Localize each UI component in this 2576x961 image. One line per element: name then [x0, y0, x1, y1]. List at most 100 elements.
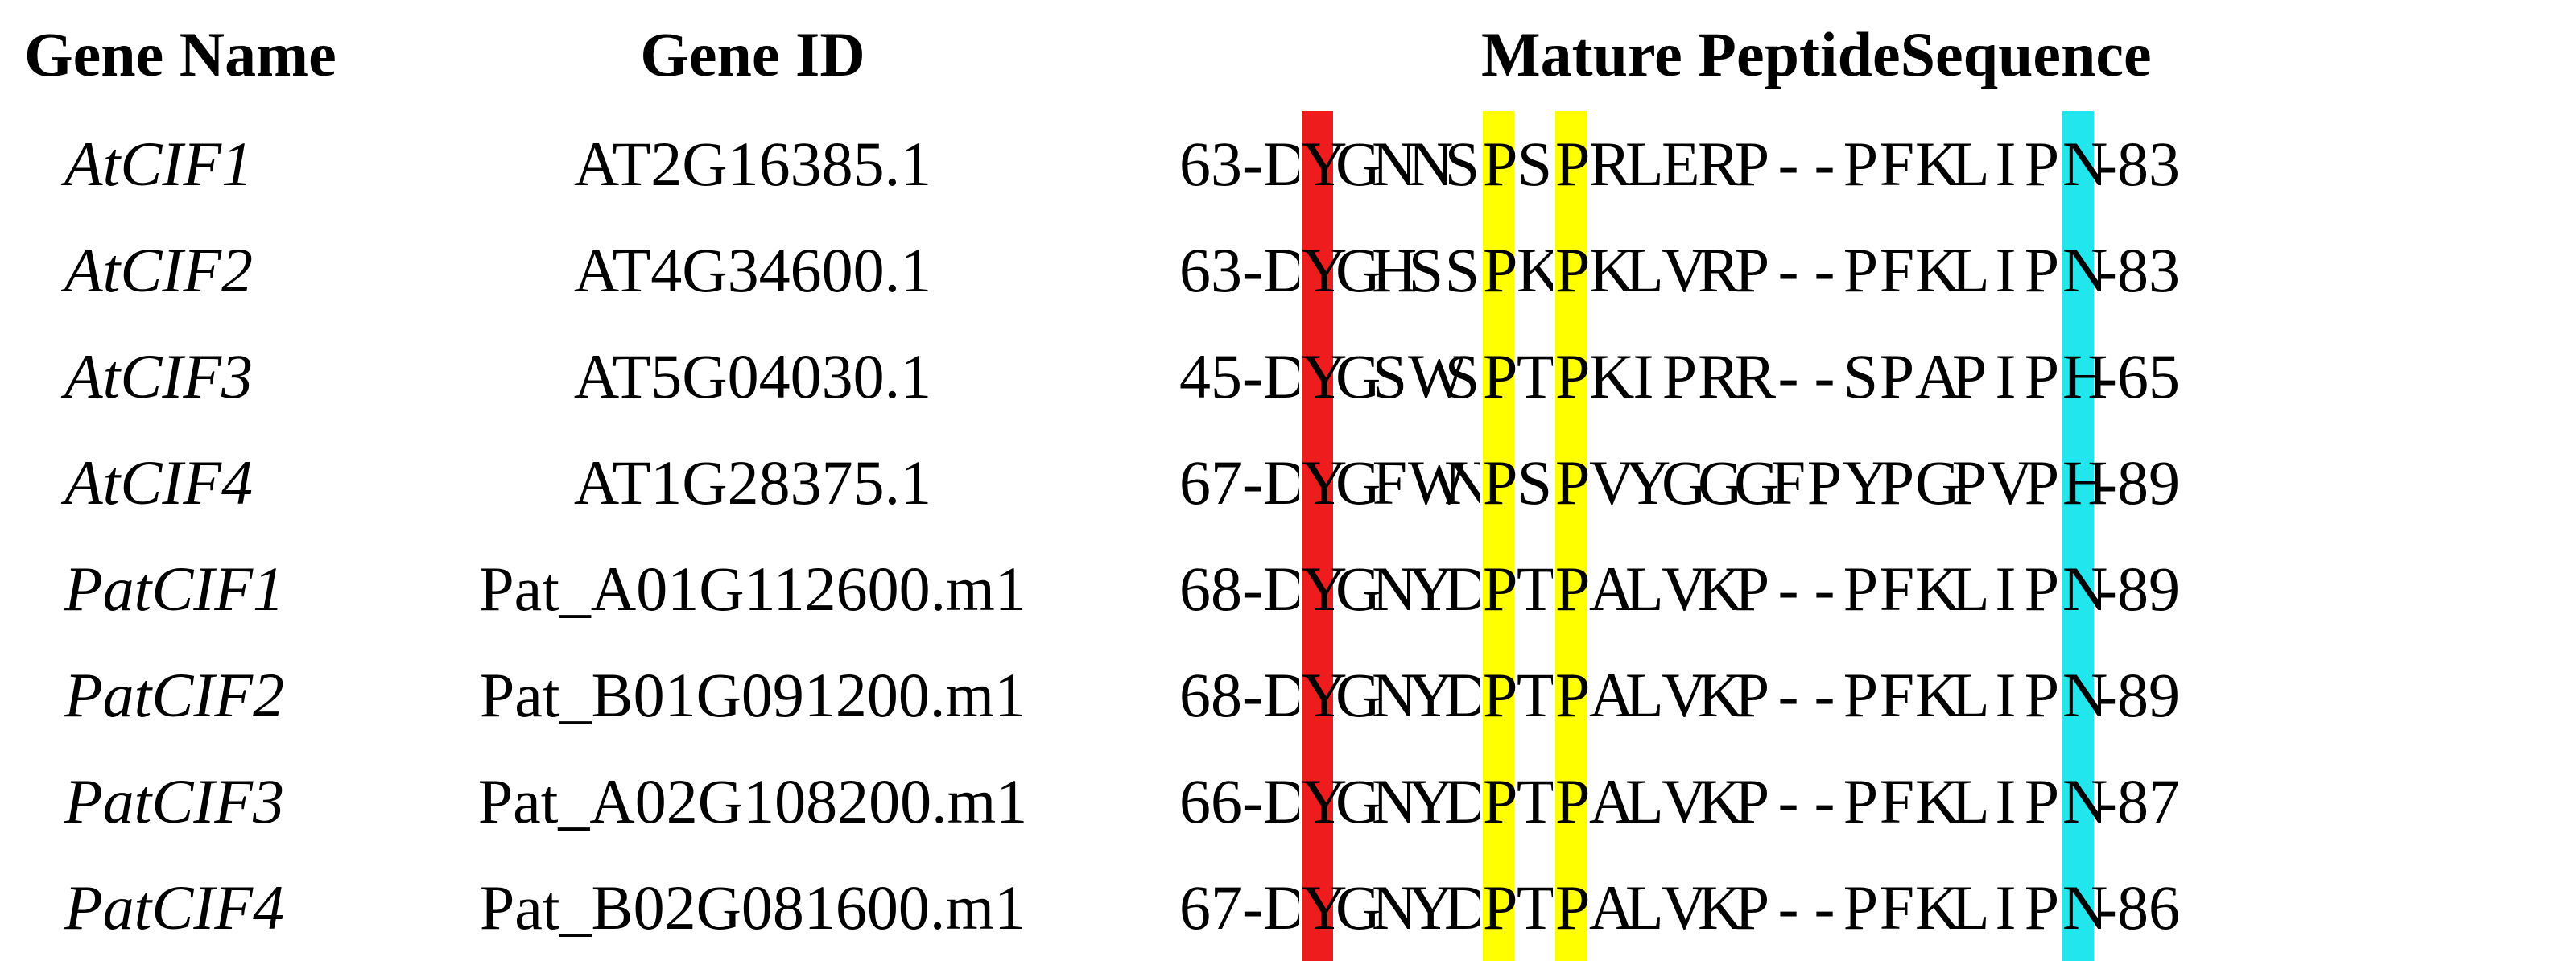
highlighted-residue-y: Y [1298, 749, 1347, 855]
residue: S [1444, 341, 1480, 411]
residue: N [1443, 448, 1490, 518]
residue: W [1407, 448, 1468, 518]
alignment-row: AtCIF2 AT4G34600.1 63- D Y G H S S P K P K L V R P - - P F K L… [0, 217, 2576, 324]
residue: T [1516, 660, 1555, 730]
gene-name: PatCIF2 [64, 660, 284, 730]
residue: P [1662, 341, 1698, 411]
residue: P [1843, 766, 1879, 836]
residue: P [2024, 341, 2060, 411]
residue: P [1843, 554, 1879, 624]
residue: - [1814, 235, 1835, 305]
residue: R [1588, 129, 1632, 199]
highlighted-residue-p: P [1552, 749, 1590, 855]
residue: S [1372, 341, 1408, 411]
residue: K [1914, 766, 1961, 836]
highlighted-residue-y: Y [1298, 855, 1347, 961]
gene-name: PatCIF1 [64, 554, 284, 624]
residue: L [1624, 660, 1664, 730]
residue: - [1777, 341, 1799, 411]
start-position: 68- [1179, 660, 1263, 730]
residue: I [1995, 766, 2017, 836]
highlighted-residue-p: P [1552, 430, 1590, 536]
residue: N [1407, 129, 1454, 199]
residue: - [1814, 766, 1835, 836]
residue: I [1995, 129, 2017, 199]
residue: L [1624, 766, 1664, 836]
residue: V [1661, 235, 1707, 305]
residue: - [1814, 872, 1835, 942]
gene-id: Pat_A02G108200.m1 [477, 766, 1028, 836]
residue: S [1408, 235, 1444, 305]
residue: K [1914, 235, 1961, 305]
residue: G [1335, 235, 1381, 305]
residue: I [1995, 235, 2017, 305]
highlighted-residue-p: P [1480, 642, 1517, 749]
highlighted-residue-p: P [1552, 536, 1590, 642]
residue: G [1733, 448, 1780, 518]
highlighted-residue-p: P [1552, 217, 1590, 324]
residue: T [1516, 766, 1555, 836]
residue: D [1443, 660, 1490, 730]
residue: D [1262, 660, 1309, 730]
residue: N [1371, 766, 1418, 836]
residue: P [1806, 448, 1843, 518]
residue: N [1371, 660, 1418, 730]
residue: P [2024, 129, 2060, 199]
residue: - [1777, 660, 1799, 730]
residue: - [1814, 660, 1835, 730]
residue: T [1516, 872, 1555, 942]
residue: L [1951, 766, 1990, 836]
gene-id: AT5G04030.1 [573, 341, 932, 411]
residue: N [1371, 129, 1418, 199]
residue: P [2024, 448, 2060, 518]
highlighted-residue-p: P [1480, 536, 1517, 642]
residue: P [1734, 554, 1770, 624]
residue: - [1777, 129, 1799, 199]
residue: L [1624, 554, 1664, 624]
residue: K [1516, 235, 1563, 305]
residue: G [1335, 554, 1381, 624]
residue: P [1951, 448, 1988, 518]
residue: S [1517, 129, 1553, 199]
residue: G [1335, 129, 1381, 199]
peptide-sequence: 68- D Y G N Y D P T P A L V K P - - P F K L I P N -89 [1179, 642, 2180, 749]
highlighted-residue-h: H [2059, 324, 2107, 430]
residue: D [1262, 235, 1309, 305]
start-position: 63- [1179, 235, 1263, 305]
residue: P [1951, 341, 1988, 411]
residue: F [1879, 660, 1915, 730]
residue: V [1588, 448, 1635, 518]
gene-name: PatCIF3 [64, 766, 284, 836]
highlighted-residue-p: P [1480, 749, 1517, 855]
residue: D [1443, 872, 1490, 942]
residue: - [1777, 766, 1799, 836]
end-position: -89 [2095, 448, 2180, 518]
residue: K [1588, 235, 1635, 305]
residue: P [2024, 554, 2060, 624]
residue: D [1262, 554, 1309, 624]
residue: K [1697, 660, 1744, 730]
start-position: 45- [1179, 341, 1263, 411]
gene-name: AtCIF4 [64, 448, 253, 518]
residue: A [1588, 766, 1635, 836]
residue: G [1661, 448, 1707, 518]
residue: - [1777, 235, 1799, 305]
highlighted-residue-y: Y [1298, 642, 1347, 749]
residue: V [1661, 660, 1707, 730]
residue: D [1443, 554, 1490, 624]
residue: K [1588, 341, 1635, 411]
highlighted-residue-n: N [2059, 536, 2107, 642]
residue: L [1951, 660, 1990, 730]
residue: K [1914, 129, 1961, 199]
residue: Y [1407, 554, 1454, 624]
residue: K [1697, 766, 1744, 836]
highlighted-residue-n: N [2059, 855, 2107, 961]
highlighted-residue-p: P [1480, 430, 1517, 536]
residue: L [1624, 872, 1664, 942]
gene-name: PatCIF4 [64, 872, 284, 942]
residue: L [1951, 554, 1990, 624]
residue: D [1262, 341, 1309, 411]
residue: S [1444, 129, 1480, 199]
residue: - [1814, 554, 1835, 624]
residue: F [1770, 448, 1806, 518]
